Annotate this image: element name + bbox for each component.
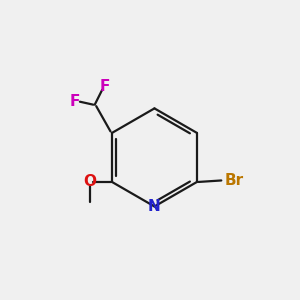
Text: Br: Br	[225, 173, 244, 188]
Text: O: O	[83, 175, 96, 190]
Text: N: N	[148, 199, 161, 214]
Text: F: F	[70, 94, 80, 109]
Text: F: F	[100, 79, 110, 94]
